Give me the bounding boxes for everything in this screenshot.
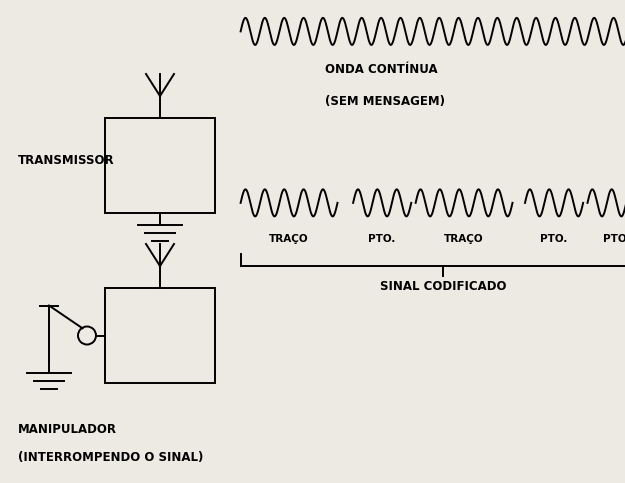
Text: TRAÇO: TRAÇO	[444, 234, 484, 244]
Text: ONDA CONTÍNUA: ONDA CONTÍNUA	[325, 63, 437, 76]
Text: SINAL CODIFICADO: SINAL CODIFICADO	[380, 281, 506, 293]
Text: TRANSMISSOR: TRANSMISSOR	[18, 154, 114, 167]
Text: TRAÇO: TRAÇO	[269, 234, 309, 244]
Text: (SEM MENSAGEM): (SEM MENSAGEM)	[325, 95, 445, 108]
Bar	[105, 118, 215, 213]
Text: (INTERROMPENDO O SINAL): (INTERROMPENDO O SINAL)	[18, 451, 203, 464]
Text: MANIPULADOR: MANIPULADOR	[18, 423, 117, 436]
Text: PTO.: PTO.	[603, 234, 625, 244]
Text: PTO.: PTO.	[541, 234, 568, 244]
Bar	[105, 288, 215, 383]
Text: PTO.: PTO.	[369, 234, 396, 244]
